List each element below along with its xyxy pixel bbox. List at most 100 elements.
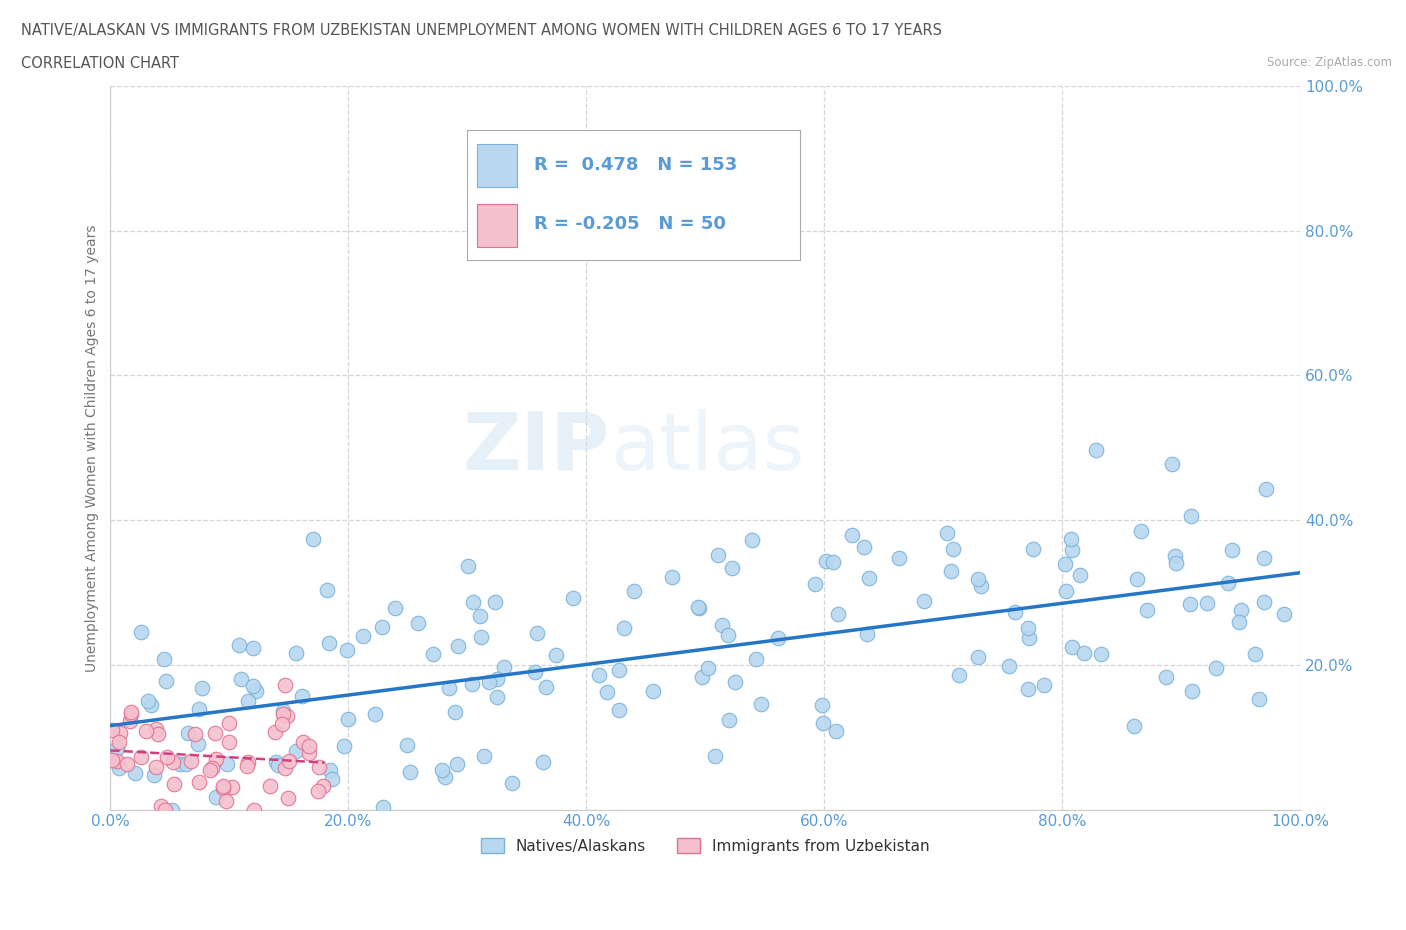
- Point: [1180, 509, 1202, 524]
- Point: [1161, 457, 1184, 472]
- Point: [1060, 640, 1083, 655]
- Point: [1129, 524, 1152, 538]
- Point: [267, 757, 290, 772]
- Point: [1244, 646, 1267, 661]
- Point: [336, 643, 359, 658]
- Point: [526, 626, 548, 641]
- Point: [827, 607, 849, 622]
- Point: [1205, 661, 1227, 676]
- Point: [188, 701, 211, 716]
- Point: [912, 593, 935, 608]
- Point: [1253, 594, 1275, 609]
- Point: [942, 541, 965, 556]
- Point: [948, 668, 970, 683]
- Point: [841, 527, 863, 542]
- Point: [200, 763, 222, 777]
- Point: [228, 637, 250, 652]
- Point: [238, 754, 260, 769]
- Point: [238, 693, 260, 708]
- Point: [470, 609, 492, 624]
- Point: [523, 665, 546, 680]
- Point: [697, 660, 720, 675]
- Text: Source: ZipAtlas.com: Source: ZipAtlas.com: [1267, 56, 1392, 69]
- Point: [741, 533, 763, 548]
- Point: [1017, 621, 1039, 636]
- Point: [1085, 442, 1108, 457]
- Point: [1069, 568, 1091, 583]
- Point: [135, 724, 157, 738]
- Point: [153, 802, 176, 817]
- Point: [160, 802, 183, 817]
- Point: [430, 763, 453, 777]
- Point: [1060, 532, 1083, 547]
- Point: [1136, 603, 1159, 618]
- Point: [204, 790, 226, 804]
- Point: [105, 740, 128, 755]
- Point: [184, 727, 207, 742]
- Point: [245, 684, 267, 698]
- Point: [492, 659, 515, 674]
- Text: NATIVE/ALASKAN VS IMMIGRANTS FROM UZBEKISTAN UNEMPLOYMENT AMONG WOMEN WITH CHILD: NATIVE/ALASKAN VS IMMIGRANTS FROM UZBEKI…: [21, 23, 942, 38]
- Point: [858, 570, 880, 585]
- Point: [1230, 602, 1253, 617]
- Point: [941, 564, 963, 578]
- Point: [264, 724, 287, 739]
- Point: [852, 539, 875, 554]
- Point: [218, 735, 240, 750]
- Point: [457, 558, 479, 573]
- Point: [110, 725, 132, 740]
- Point: [236, 758, 259, 773]
- Point: [321, 772, 343, 787]
- Point: [486, 671, 509, 686]
- Point: [163, 777, 186, 791]
- Point: [422, 646, 444, 661]
- Y-axis label: Unemployment Among Women with Children Ages 6 to 17 years: Unemployment Among Women with Children A…: [86, 224, 100, 671]
- Point: [177, 725, 200, 740]
- Point: [149, 799, 172, 814]
- Point: [129, 750, 152, 764]
- Point: [470, 630, 492, 644]
- Point: [298, 746, 321, 761]
- Point: [661, 569, 683, 584]
- Point: [966, 649, 988, 664]
- Point: [215, 793, 238, 808]
- Point: [278, 753, 301, 768]
- Point: [332, 738, 354, 753]
- Point: [205, 751, 228, 766]
- Point: [1178, 596, 1201, 611]
- Point: [810, 698, 832, 712]
- Point: [711, 618, 734, 632]
- Point: [211, 778, 233, 793]
- Point: [153, 651, 176, 666]
- Point: [120, 714, 142, 729]
- Point: [124, 766, 146, 781]
- Point: [146, 726, 169, 741]
- Point: [204, 725, 226, 740]
- Point: [998, 658, 1021, 673]
- Point: [1166, 555, 1188, 570]
- Point: [1017, 682, 1039, 697]
- Point: [1181, 684, 1204, 698]
- Point: [461, 594, 484, 609]
- Point: [1053, 557, 1076, 572]
- Point: [484, 594, 506, 609]
- Point: [145, 759, 167, 774]
- Point: [406, 616, 429, 631]
- Point: [1073, 645, 1095, 660]
- Point: [1256, 482, 1278, 497]
- Point: [145, 721, 167, 736]
- Point: [108, 735, 131, 750]
- Point: [1220, 542, 1243, 557]
- Point: [371, 800, 394, 815]
- Point: [486, 690, 509, 705]
- Point: [613, 621, 636, 636]
- Point: [536, 680, 558, 695]
- Point: [688, 601, 710, 616]
- Point: [887, 551, 910, 565]
- Point: [718, 712, 741, 727]
- Point: [211, 780, 233, 795]
- Point: [276, 709, 298, 724]
- Point: [724, 674, 747, 689]
- Point: [447, 639, 470, 654]
- Point: [1033, 677, 1056, 692]
